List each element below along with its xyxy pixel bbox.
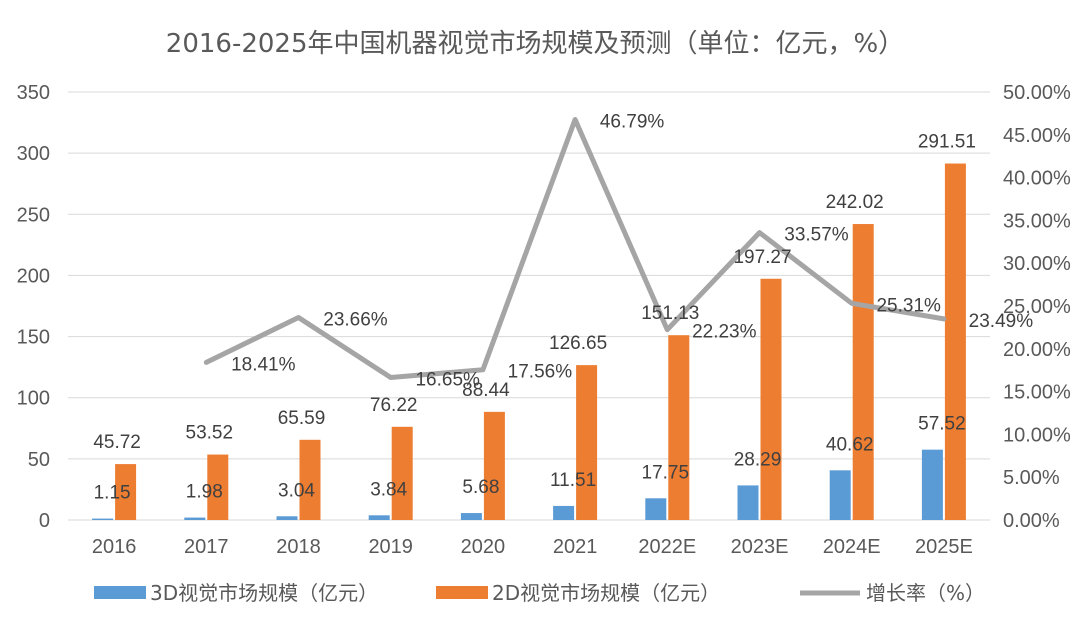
right-axis-tick-label: 10.00% (1003, 424, 1071, 446)
right-axis-tick-label: 25.00% (1003, 296, 1071, 318)
bar-3d-label: 28.29 (734, 449, 782, 470)
legend-swatch-3d (94, 586, 146, 599)
x-axis-tick-label: 2017 (184, 536, 229, 558)
growth-rate-label: 33.57% (784, 225, 849, 246)
bar-2d (483, 411, 505, 520)
right-axis-tick-label: 0.00% (1003, 510, 1060, 532)
gridlines (68, 91, 990, 521)
x-axis-tick-label: 2025E (915, 536, 973, 558)
bar-2d (576, 365, 598, 520)
bar-3d (368, 515, 390, 520)
bar-2d-label: 197.27 (733, 247, 791, 268)
left-axis-tick-label: 200 (17, 265, 50, 287)
bar-3d-label: 1.98 (186, 482, 223, 503)
right-axis-ticks: 0.00% 5.00% 10.00% 15.00% 20.00% 25.00% 30.00%… (1003, 82, 1071, 532)
left-axis-ticks: 0 50 100 150 200 250 300 350 (17, 82, 50, 532)
growth-line (203, 117, 947, 380)
left-axis-tick-label: 150 (17, 327, 50, 349)
left-axis-tick-label: 250 (17, 204, 50, 226)
bar-3d-label: 57.52 (918, 414, 966, 435)
right-axis-tick-label: 15.00% (1003, 382, 1071, 404)
bar-3d (829, 470, 851, 520)
left-axis-tick-label: 350 (17, 82, 50, 104)
bar-2d (668, 335, 690, 520)
bar-3d (737, 485, 759, 520)
right-axis-tick-label: 40.00% (1003, 168, 1071, 190)
data-labels: 1.15 45.72 1.98 53.52 3.04 65.59 3.84 76.22 5.68… (93, 111, 1033, 503)
bar-2d-label: 88.44 (462, 380, 510, 401)
bar-2d (299, 439, 321, 520)
bar-3d (645, 498, 667, 520)
legend-swatch-2d (436, 586, 488, 599)
bar-3d (276, 516, 298, 520)
legend-label-2d: 2D视觉市场规模（亿元） (492, 581, 720, 605)
bar-3d (460, 513, 482, 520)
right-axis-tick-label: 20.00% (1003, 339, 1071, 361)
bar-2d-label: 242.02 (826, 192, 884, 213)
x-axis-tick-label: 2018 (276, 536, 321, 558)
bar-2d-label: 126.65 (549, 333, 607, 354)
x-axis-tick-label: 2019 (368, 536, 413, 558)
bar-2d-label: 151.13 (641, 303, 699, 324)
bar-3d (184, 517, 206, 520)
right-axis-tick-label: 35.00% (1003, 210, 1071, 232)
growth-rate-label: 17.56% (508, 362, 573, 383)
growth-rate-label: 25.31% (876, 295, 941, 316)
x-axis-tick-label: 2024E (823, 536, 881, 558)
left-axis-tick-label: 100 (17, 388, 50, 410)
bar-3d-label: 3.84 (370, 479, 407, 500)
right-axis-tick-label: 50.00% (1003, 82, 1071, 104)
bar-3d-label: 17.75 (642, 462, 690, 483)
growth-rate-label: 23.66% (323, 309, 388, 330)
bar-3d (92, 518, 114, 520)
left-axis-tick-label: 300 (17, 143, 50, 165)
growth-rate-label: 16.65% (415, 369, 480, 390)
x-axis-tick-label: 2020 (461, 536, 506, 558)
x-axis-ticks: 2016 2017 2018 2019 2020 2021 2022E 2023E 2024E 2… (92, 536, 973, 558)
growth-rate-line (203, 117, 947, 380)
bar-2d (115, 464, 137, 520)
bar-2d (760, 278, 782, 520)
left-axis-tick-label: 0 (39, 510, 50, 532)
growth-rate-label: 22.23% (692, 322, 757, 343)
x-axis-tick-label: 2023E (731, 536, 789, 558)
bar-3d-label: 5.68 (462, 477, 499, 498)
legend-label-growth: 增长率（%） (866, 581, 985, 605)
bar-3d (921, 449, 943, 520)
bar-3d-label: 11.51 (550, 470, 596, 491)
legend: 3D视觉市场规模（亿元） 2D视觉市场规模（亿元） 增长率（%） (94, 581, 985, 605)
bar-2d (944, 163, 966, 521)
bar-2d-label: 76.22 (370, 395, 418, 416)
bars (92, 163, 966, 521)
bar-3d-label: 40.62 (826, 434, 874, 455)
growth-rate-label: 46.79% (600, 111, 665, 132)
x-axis-tick-label: 2022E (638, 536, 696, 558)
right-axis-tick-label: 45.00% (1003, 125, 1071, 147)
growth-rate-label: 18.41% (231, 354, 296, 375)
growth-rate-label: 23.49% (969, 311, 1034, 332)
legend-label-3d: 3D视觉市场规模（亿元） (150, 581, 378, 605)
bar-2d-label: 53.52 (186, 423, 234, 444)
x-axis-tick-label: 2016 (92, 536, 137, 558)
right-axis-tick-label: 5.00% (1003, 467, 1060, 489)
bar-3d-label: 3.04 (278, 480, 315, 501)
right-axis-tick-label: 30.00% (1003, 253, 1071, 275)
bar-2d-label: 65.59 (278, 408, 326, 429)
x-axis-tick-label: 2021 (553, 536, 598, 558)
bar-3d-label: 1.15 (94, 483, 131, 504)
bar-3d (553, 505, 575, 520)
left-axis-tick-label: 50 (28, 449, 50, 471)
bar-2d (207, 454, 229, 520)
bar-2d-label: 45.72 (93, 432, 141, 453)
bar-2d-label: 291.51 (918, 132, 976, 153)
bar-2d (391, 426, 413, 520)
chart-title: 2016-2025年中国机器视觉市场规模及预测（单位：亿元，%） (166, 29, 904, 59)
bar-2d (852, 224, 874, 520)
